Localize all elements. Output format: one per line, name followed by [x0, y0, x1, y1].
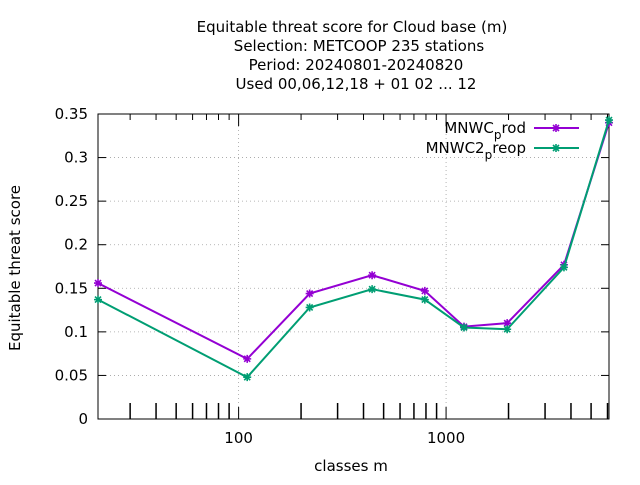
legend-marker-2 [552, 144, 560, 152]
series-2-point [420, 295, 429, 304]
series-2-point [94, 295, 102, 304]
series-2-point [243, 373, 252, 382]
grid-lines [98, 114, 609, 419]
series-line-2 [97, 119, 610, 379]
series-2-point [305, 303, 314, 312]
chart-title-line-4: Used 00,06,12,18 + 01 02 ... 12 [236, 75, 477, 93]
legend-label-1: MNWCprod [444, 119, 526, 142]
x-tick-label: 100 [224, 429, 253, 447]
legend-marker-1 [552, 124, 560, 132]
series-layer [94, 116, 613, 382]
y-tick-label: 0.3 [64, 149, 88, 167]
series-1-point [305, 289, 314, 298]
series-1-point [503, 319, 512, 328]
series-2-point [605, 116, 613, 125]
x-axis-label: classes m [314, 457, 388, 475]
series-line-1 [97, 122, 610, 361]
series-1-point [94, 279, 102, 288]
legend-label-2: MNWC2preop [426, 139, 526, 162]
series-2-point [559, 263, 568, 272]
y-tick-label: 0.25 [55, 192, 88, 210]
y-tick-label: 0.35 [55, 105, 88, 123]
series-2-point [368, 285, 377, 294]
series-1-point [243, 354, 252, 363]
y-tick-label: 0 [78, 410, 88, 428]
series-2-point [459, 323, 468, 332]
series-2-point [503, 325, 512, 334]
y-tick-label: 0.05 [55, 366, 88, 384]
y-axis-label: Equitable threat score [6, 185, 24, 351]
y-tick-label: 0.15 [55, 279, 88, 297]
series-1-point [420, 286, 429, 295]
plot-frame [97, 113, 610, 420]
chart-title-line-3: Period: 20240801-20240820 [249, 56, 464, 74]
series-1-point [368, 271, 377, 280]
chart-title-line-1: Equitable threat score for Cloud base (m… [197, 18, 508, 36]
axis-ticks: 0 0.05 0.1 0.15 0.2 0.25 0.3 0.35 100 1000 [55, 105, 609, 447]
chart-title-line-2: Selection: METCOOP 235 stations [234, 37, 485, 55]
y-tick-label: 0.1 [64, 323, 88, 341]
y-tick-label: 0.2 [64, 236, 88, 254]
x-tick-label: 1000 [427, 429, 465, 447]
